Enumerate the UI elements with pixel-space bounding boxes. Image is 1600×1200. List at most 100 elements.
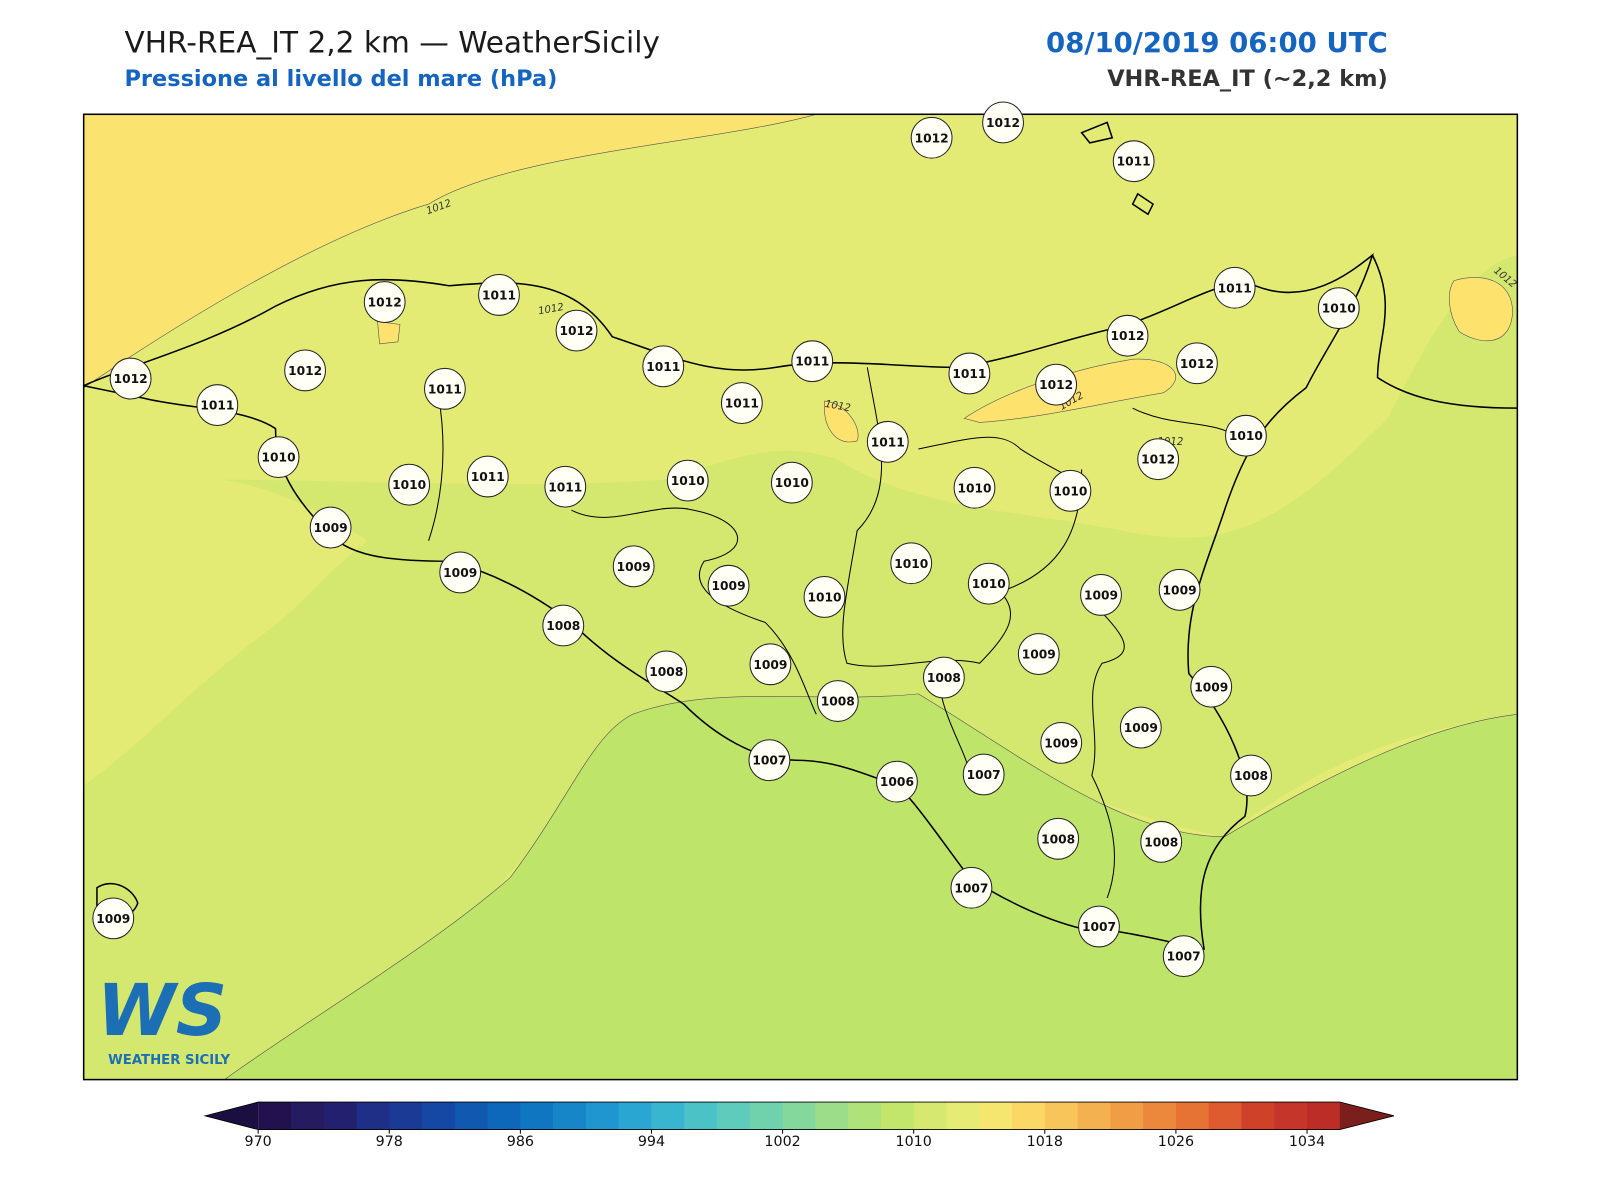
station: 1010: [803, 576, 846, 618]
station-value: 1011: [548, 480, 582, 494]
station-marker: [890, 542, 933, 585]
title: VHR-REA_IT 2,2 km — WeatherSicily: [124, 25, 659, 59]
station-value: 1009: [1124, 721, 1158, 735]
logo-mark: WS: [97, 969, 227, 1052]
station-value: 1012: [288, 364, 322, 378]
station-value: 1007: [1082, 920, 1116, 934]
station-marker: [1037, 817, 1080, 860]
station: 1008: [922, 656, 965, 699]
logo-text: WEATHER SICILY: [108, 1053, 230, 1068]
station-marker: [816, 680, 859, 722]
station-marker: [1230, 754, 1272, 797]
station-value: 1012: [559, 324, 593, 338]
station-value: 1011: [646, 360, 680, 374]
station-marker: [1158, 568, 1201, 611]
station-value: 1009: [314, 521, 348, 535]
station: 1012: [910, 116, 953, 159]
station: 1010: [1049, 469, 1092, 512]
station: 1008: [645, 650, 688, 693]
station: 1012: [1035, 363, 1078, 406]
station-marker: [982, 101, 1024, 144]
station-value: 1011: [795, 355, 829, 369]
station-marker: [439, 551, 482, 594]
station: 1009: [749, 643, 792, 686]
station: 1009: [1040, 721, 1083, 764]
station: 1009: [1119, 706, 1162, 749]
station-value: 1011: [725, 397, 759, 411]
station-marker: [922, 656, 965, 699]
station-marker: [1176, 342, 1218, 385]
station: 1009: [707, 564, 750, 607]
station-marker: [1080, 573, 1122, 616]
station: 1010: [1225, 414, 1267, 457]
colorbar-tick-label: 1010: [896, 1134, 932, 1150]
station-marker: [645, 650, 688, 693]
station-value: 1009: [1194, 680, 1228, 694]
station-marker: [1035, 363, 1078, 406]
station-marker: [555, 309, 598, 352]
station: 1010: [388, 463, 431, 506]
station-value: 1007: [954, 881, 988, 895]
colorbar-bin: [422, 1102, 456, 1130]
station: 1011: [1112, 140, 1155, 183]
colorbar-tick-label: 1026: [1158, 1134, 1194, 1150]
station: 1011: [948, 352, 991, 395]
colorbar-tick-label: 970: [245, 1134, 272, 1150]
station: 1012: [109, 357, 152, 400]
colorbar-bin: [815, 1102, 849, 1130]
station: 1012: [555, 309, 598, 352]
station: 1007: [1078, 905, 1120, 948]
station-marker: [720, 382, 763, 424]
station-value: 1010: [262, 451, 296, 465]
station-marker: [466, 455, 509, 498]
station-value: 1010: [392, 478, 426, 492]
colorbar-bin: [684, 1102, 718, 1130]
colorbar-bin: [946, 1102, 980, 1130]
station-marker: [423, 367, 466, 410]
station-value: 1009: [443, 566, 477, 580]
colorbar-tick-label: 986: [507, 1134, 534, 1150]
station-value: 1010: [1229, 429, 1263, 443]
station: 1011: [478, 273, 520, 316]
station-marker: [962, 753, 1005, 796]
station-value: 1010: [1053, 484, 1087, 498]
station-value: 1012: [1111, 329, 1145, 343]
station-value: 1010: [807, 590, 841, 604]
colorbar-bin: [1077, 1102, 1111, 1130]
field: [83, 114, 817, 389]
station-marker: [1162, 935, 1205, 978]
colorbar-bin: [1274, 1102, 1308, 1130]
station-marker: [388, 463, 431, 506]
coastline: [96, 121, 1518, 919]
station-value: 1011: [471, 470, 505, 484]
station: 1007: [748, 739, 791, 782]
station: 1011: [866, 420, 909, 463]
colorbar-bin: [389, 1102, 423, 1130]
station-value: 1012: [1180, 357, 1214, 371]
station-marker: [1106, 314, 1149, 357]
station: 1011: [423, 367, 466, 410]
station: 1008: [1037, 817, 1080, 860]
field: [83, 255, 1518, 1080]
colorbar-extend-low: [205, 1102, 259, 1130]
colorbar-tick-label: 1018: [1027, 1134, 1063, 1150]
station-marker: [1049, 469, 1092, 512]
colorbar-bin: [1175, 1102, 1210, 1130]
station: 1007: [950, 866, 993, 909]
station-value: 1012: [114, 372, 148, 386]
colorbar-bin: [651, 1102, 685, 1130]
station-value: 1011: [952, 367, 986, 381]
station-value: 1008: [927, 671, 961, 685]
station-marker: [1317, 287, 1360, 330]
map-fields: [83, 114, 1518, 1080]
station-value: 1009: [1044, 736, 1078, 750]
station-marker: [1213, 266, 1256, 309]
station: 1009: [1158, 568, 1201, 611]
station-marker: [1017, 633, 1060, 675]
colorbar-bin: [585, 1102, 620, 1130]
station-marker: [1140, 820, 1183, 863]
contour-label: 1012: [824, 399, 851, 414]
station: 1009: [1080, 573, 1122, 616]
station-marker: [544, 465, 587, 508]
station-value: 1008: [1041, 832, 1075, 846]
